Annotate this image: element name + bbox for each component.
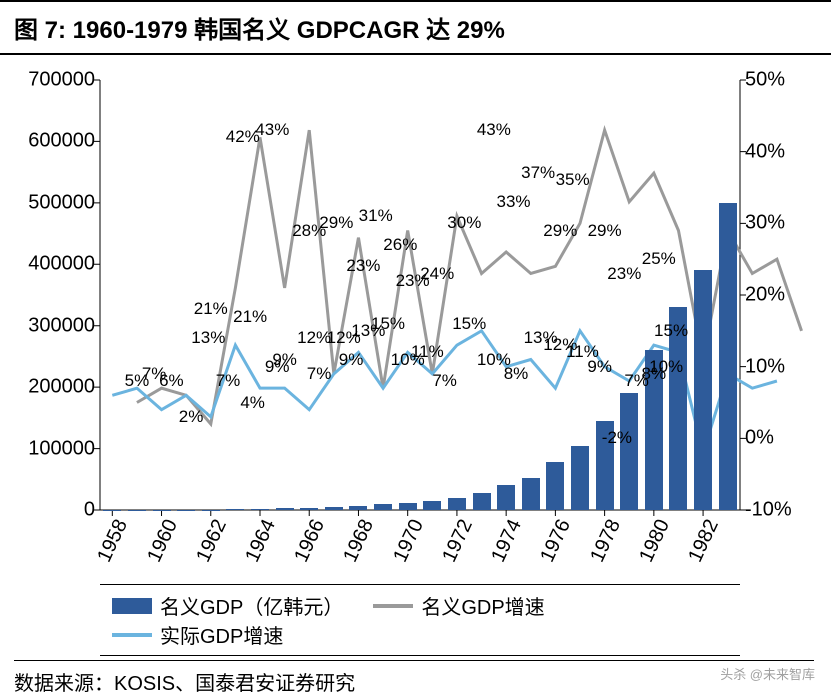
nominal-gdp-bar (276, 508, 294, 510)
nominal-gdp-bar (669, 307, 687, 510)
x-tick: 1974 (487, 516, 527, 566)
watermark: 头杀 @未来智库 (720, 664, 815, 683)
x-tick: 1968 (340, 516, 380, 566)
y-right-tick: 30% (745, 212, 785, 235)
nominal-gdp-bar (325, 507, 343, 510)
chart-title: 图 7: 1960-1979 韩国名义 GDPCAGR 达 29% (0, 0, 831, 55)
y-left-tick: 400000 (10, 253, 95, 276)
nominal-gdp-bar (571, 446, 589, 511)
y-right-tick: 50% (745, 69, 785, 92)
legend-label: 名义GDP增速 (421, 591, 544, 620)
nominal-gdp-bar (226, 509, 244, 510)
x-tick: 1970 (389, 516, 429, 566)
nominal-gdp-bar (546, 462, 564, 510)
nominal-gdp-bar (399, 503, 417, 510)
nominal-gdp-bar (694, 270, 712, 510)
legend-label: 名义GDP（亿韩元） (160, 591, 343, 620)
legend-item: 名义GDP（亿韩元） (112, 591, 343, 620)
nominal-gdp-bar (473, 493, 491, 510)
legend-swatch (373, 604, 413, 608)
nominal-gdp-bar (349, 506, 367, 510)
x-tick: 1958 (93, 516, 133, 566)
legend-label: 实际GDP增速 (160, 620, 283, 649)
y-right-tick: 0% (745, 427, 774, 450)
y-axis-left: 0100000200000300000400000500000600000700… (10, 80, 95, 510)
y-left-tick: 700000 (10, 69, 95, 92)
y-left-tick: 100000 (10, 437, 95, 460)
y-axis-right: -10%0%10%20%30%40%50% (745, 80, 815, 510)
nominal-gdp-bar (423, 501, 441, 510)
y-right-tick: -10% (745, 499, 792, 522)
nominal-gdp-bar (251, 509, 269, 510)
y-right-tick: 40% (745, 140, 785, 163)
nominal-gdp-bar (645, 350, 663, 510)
legend-swatch (112, 598, 152, 614)
x-tick: 1982 (684, 516, 724, 566)
nominal-gdp-bar (448, 498, 466, 510)
y-left-tick: 500000 (10, 191, 95, 214)
legend: 名义GDP（亿韩元） 名义GDP增速实际GDP增速 (100, 584, 740, 656)
x-tick: 1978 (586, 516, 626, 566)
y-left-tick: 0 (10, 499, 95, 522)
y-right-tick: 10% (745, 355, 785, 378)
x-tick: 1966 (290, 516, 330, 566)
nominal-gdp-bar (596, 421, 614, 510)
nominal-gdp-bar (497, 485, 515, 510)
legend-item: 实际GDP增速 (112, 620, 283, 649)
x-axis: 1958196019621964196619681970197219741976… (100, 512, 740, 582)
x-tick: 1964 (241, 516, 281, 566)
nominal-gdp-bar (620, 393, 638, 510)
y-left-tick: 300000 (10, 314, 95, 337)
x-tick: 1976 (537, 516, 577, 566)
nominal-gdp-bar (522, 478, 540, 510)
x-tick: 1972 (438, 516, 478, 566)
y-left-tick: 200000 (10, 376, 95, 399)
legend-item: 名义GDP增速 (373, 591, 544, 620)
x-tick: 1962 (192, 516, 232, 566)
y-right-tick: 20% (745, 284, 785, 307)
data-source: 数据来源：KOSIS、国泰君安证券研究 (14, 660, 814, 696)
nominal-gdp-bar (300, 508, 318, 510)
chart-plot-area: 5%7%6%2%21%42%21%43%9%28%7%29%9%31%23%26… (100, 80, 740, 510)
nominal-gdp-bar (374, 504, 392, 510)
y-left-tick: 600000 (10, 130, 95, 153)
nominal-gdp-bar (719, 203, 737, 510)
x-tick: 1980 (635, 516, 675, 566)
legend-swatch (112, 633, 152, 637)
x-tick: 1960 (143, 516, 183, 566)
